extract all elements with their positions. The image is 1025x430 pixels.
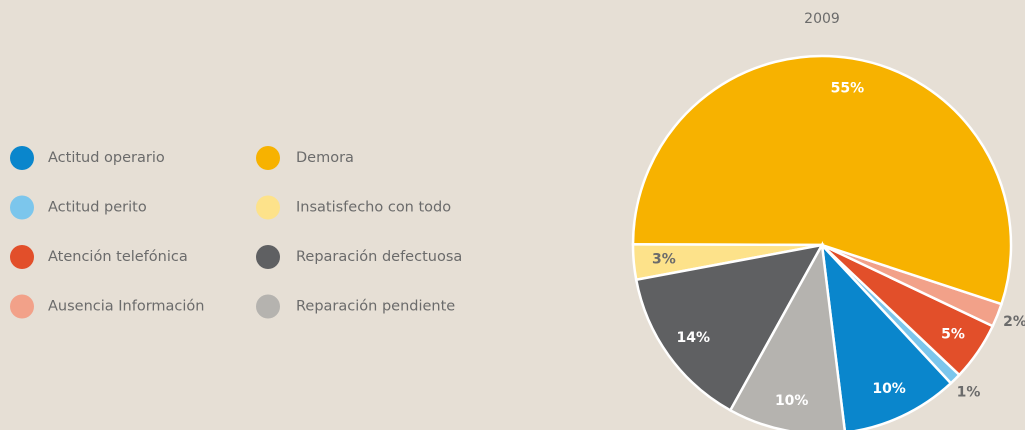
legend-label: Atención telefónica — [48, 249, 188, 265]
legend-swatch — [10, 294, 34, 319]
data-label: 55% — [831, 80, 865, 96]
data-label: 1% — [957, 385, 981, 401]
legend-label: Insatisfecho con todo — [296, 200, 451, 216]
legend-swatch — [256, 245, 280, 269]
data-label: 3% — [652, 251, 676, 267]
legend-label: Demora — [296, 150, 354, 166]
data-label: 10% — [775, 393, 809, 409]
legend-swatch — [10, 195, 34, 220]
legend-swatch — [256, 146, 280, 170]
legend-label: Ausencia Información — [48, 299, 205, 315]
legend-swatch — [256, 195, 280, 220]
pie-slice — [820, 241, 953, 430]
legend-label: Actitud operario — [48, 150, 165, 166]
legend-label: Actitud perito — [48, 200, 147, 216]
pie-slice — [634, 243, 825, 413]
chart-title: 2009 — [804, 11, 840, 27]
pie-slice — [631, 54, 1013, 306]
legend-label: Reparación pendiente — [296, 299, 455, 315]
data-label: 2% — [1003, 314, 1025, 330]
pie-slice — [728, 241, 846, 430]
legend-swatch — [256, 294, 280, 319]
legend-swatch — [10, 146, 34, 170]
data-label: 5% — [941, 327, 965, 343]
data-label: 14% — [676, 330, 710, 346]
legend-swatch — [10, 245, 34, 269]
legend-label: Reparación defectuosa — [296, 249, 462, 265]
data-label: 10% — [872, 381, 906, 397]
